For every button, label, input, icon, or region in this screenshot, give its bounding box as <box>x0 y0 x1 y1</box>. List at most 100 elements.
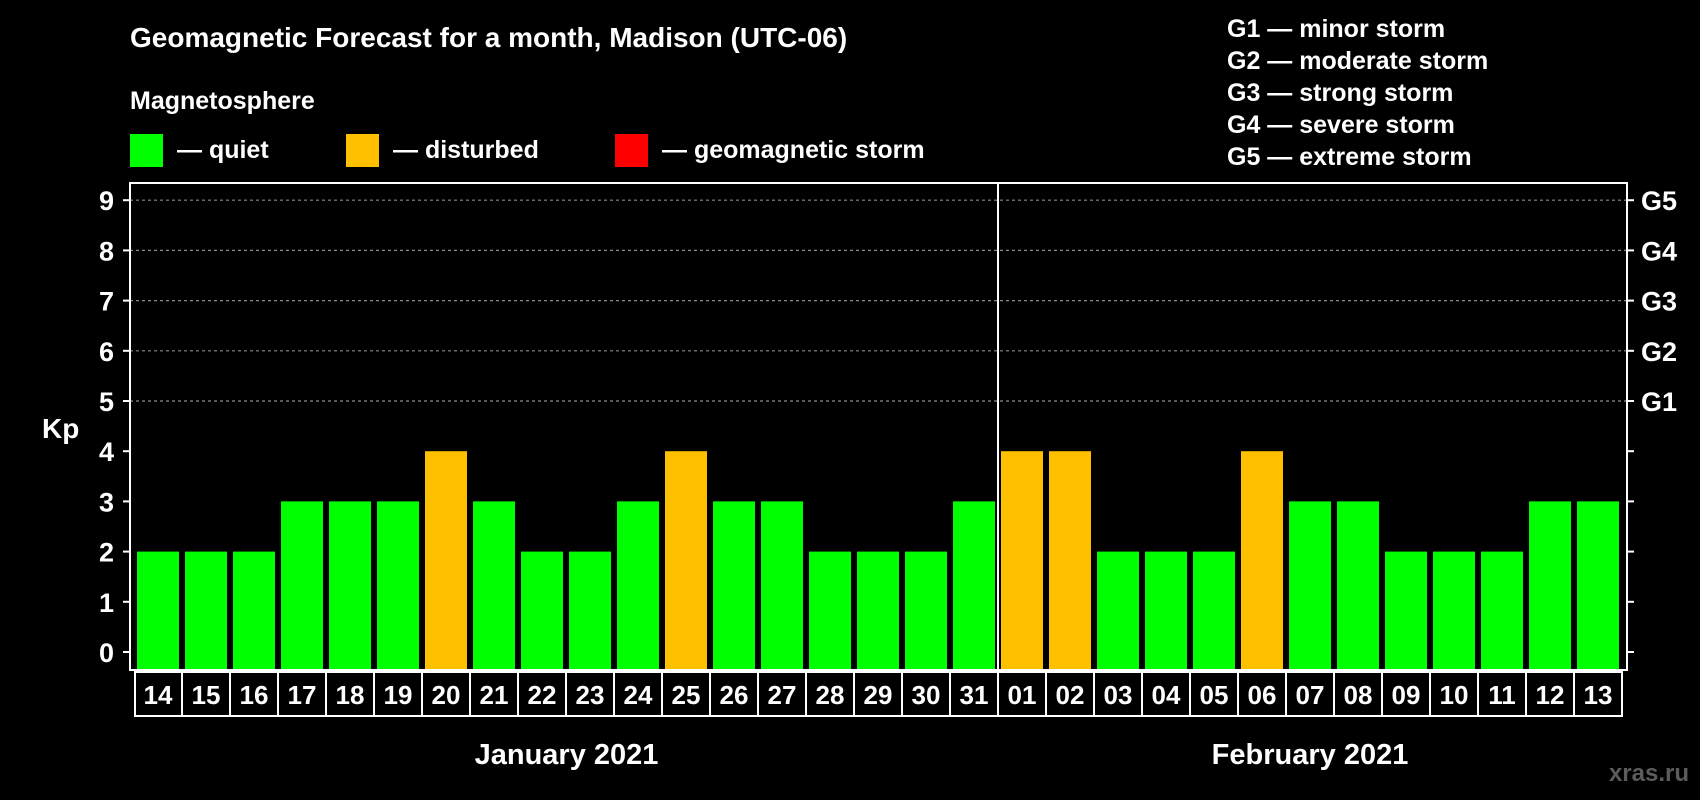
y-tick-label-2: 2 <box>99 538 114 568</box>
y-tick-label-4: 4 <box>99 437 114 467</box>
x-tick-label-08: 08 <box>1344 680 1373 710</box>
x-tick-label-01: 01 <box>1008 680 1037 710</box>
bar-10 <box>1433 551 1475 670</box>
x-tick-label-15: 15 <box>192 680 221 710</box>
day-label-frame <box>134 671 1623 717</box>
bar-25 <box>665 451 707 670</box>
g-axis-label-g4: G4 <box>1641 236 1677 266</box>
x-tick-label-14: 14 <box>144 680 173 710</box>
legend-item-quiet: — quiet <box>130 134 269 167</box>
x-tick-label-31: 31 <box>960 680 989 710</box>
y-tick-label-5: 5 <box>99 387 114 417</box>
day-label-row: 14 15 16 17 18 19 20 21 22 23 24 25 26 27 28 29 30 31 01 02… <box>134 671 1623 717</box>
x-tick-label-22: 22 <box>528 680 557 710</box>
y-axis-label: Kp <box>42 413 79 444</box>
y-tick-label-7: 7 <box>99 287 114 317</box>
month-label-0: January 2021 <box>475 739 659 771</box>
y-tick-label-3: 3 <box>99 487 114 517</box>
x-tick-label-09: 09 <box>1392 680 1421 710</box>
y-tick-label-8: 8 <box>99 236 114 266</box>
legend-label-storm: — geomagnetic storm <box>662 136 925 164</box>
plot-frame <box>129 182 1628 671</box>
bar-21 <box>473 501 515 670</box>
bar-03 <box>1097 551 1139 670</box>
x-tick-label-04: 04 <box>1152 680 1181 710</box>
x-tick-label-18: 18 <box>336 680 365 710</box>
legend-heading: Magnetosphere <box>130 87 315 115</box>
bar-04 <box>1145 551 1187 670</box>
bar-16 <box>233 551 275 670</box>
bar-09 <box>1385 551 1427 670</box>
bar-29 <box>857 551 899 670</box>
legend-label-quiet: — quiet <box>177 136 269 164</box>
x-tick-label-23: 23 <box>576 680 605 710</box>
bar-05 <box>1193 551 1235 670</box>
bar-30 <box>905 551 947 670</box>
g-axis-label-g5: G5 <box>1641 186 1677 216</box>
x-tick-label-13: 13 <box>1584 680 1613 710</box>
bar-01 <box>1001 451 1043 670</box>
bar-18 <box>329 501 371 670</box>
x-tick-label-20: 20 <box>432 680 461 710</box>
y-tick-label-6: 6 <box>99 337 114 367</box>
bar-26 <box>713 501 755 670</box>
bar-08 <box>1337 501 1379 670</box>
x-tick-label-10: 10 <box>1440 680 1469 710</box>
x-tick-label-24: 24 <box>624 680 653 710</box>
bar-28 <box>809 551 851 670</box>
x-tick-label-26: 26 <box>720 680 749 710</box>
bar-13 <box>1577 501 1619 670</box>
x-tick-label-17: 17 <box>288 680 317 710</box>
chart-title: Geomagnetic Forecast for a month, Madiso… <box>130 22 847 53</box>
legend-swatch-storm <box>615 134 648 167</box>
g-axis-label-g1: G1 <box>1641 387 1677 417</box>
month-label-1: February 2021 <box>1212 739 1409 771</box>
x-tick-label-05: 05 <box>1200 680 1229 710</box>
x-tick-label-30: 30 <box>912 680 941 710</box>
bar-17 <box>281 501 323 670</box>
legend-item-storm: — geomagnetic storm <box>615 134 925 167</box>
storm-scale-legend: G1 — minor storm G2 — moderate storm G3 — … <box>1227 15 1488 171</box>
g-axis-label-g3: G3 <box>1641 287 1677 317</box>
storm-scale-g2: G2 — moderate storm <box>1227 47 1488 75</box>
legend-label-disturbed: — disturbed <box>393 136 539 164</box>
legend: — quiet — disturbed — geomagnetic storm <box>130 134 925 167</box>
bar-27 <box>761 501 803 670</box>
bar-19 <box>377 501 419 670</box>
y-tick-label-1: 1 <box>99 588 114 618</box>
storm-scale-g4: G4 — severe storm <box>1227 111 1455 139</box>
x-tick-label-06: 06 <box>1248 680 1277 710</box>
bar-20 <box>425 451 467 670</box>
watermark: xras.ru <box>1609 760 1689 787</box>
bar-31 <box>953 501 995 670</box>
y-tick-label-9: 9 <box>99 186 114 216</box>
x-tick-label-11: 11 <box>1488 680 1516 710</box>
bar-12 <box>1529 501 1571 670</box>
x-tick-label-02: 02 <box>1056 680 1085 710</box>
x-tick-label-12: 12 <box>1536 680 1565 710</box>
bar-06 <box>1241 451 1283 670</box>
x-tick-label-27: 27 <box>768 680 797 710</box>
x-tick-label-25: 25 <box>672 680 701 710</box>
x-tick-label-03: 03 <box>1104 680 1133 710</box>
legend-swatch-quiet <box>130 134 163 167</box>
bar-11 <box>1481 551 1523 670</box>
bar-15 <box>185 551 227 670</box>
bar-23 <box>569 551 611 670</box>
bar-22 <box>521 551 563 670</box>
legend-swatch-disturbed <box>346 134 379 167</box>
storm-scale-g3: G3 — strong storm <box>1227 79 1453 107</box>
bar-14 <box>137 551 179 670</box>
bar-02 <box>1049 451 1091 670</box>
g-axis-label-g2: G2 <box>1641 337 1677 367</box>
x-tick-label-28: 28 <box>816 680 845 710</box>
x-tick-label-16: 16 <box>240 680 269 710</box>
storm-scale-g5: G5 — extreme storm <box>1227 143 1472 171</box>
bar-07 <box>1289 501 1331 670</box>
bar-24 <box>617 501 659 670</box>
x-tick-label-29: 29 <box>864 680 893 710</box>
storm-scale-g1: G1 — minor storm <box>1227 15 1445 43</box>
x-tick-label-07: 07 <box>1296 680 1325 710</box>
x-tick-label-21: 21 <box>480 680 509 710</box>
